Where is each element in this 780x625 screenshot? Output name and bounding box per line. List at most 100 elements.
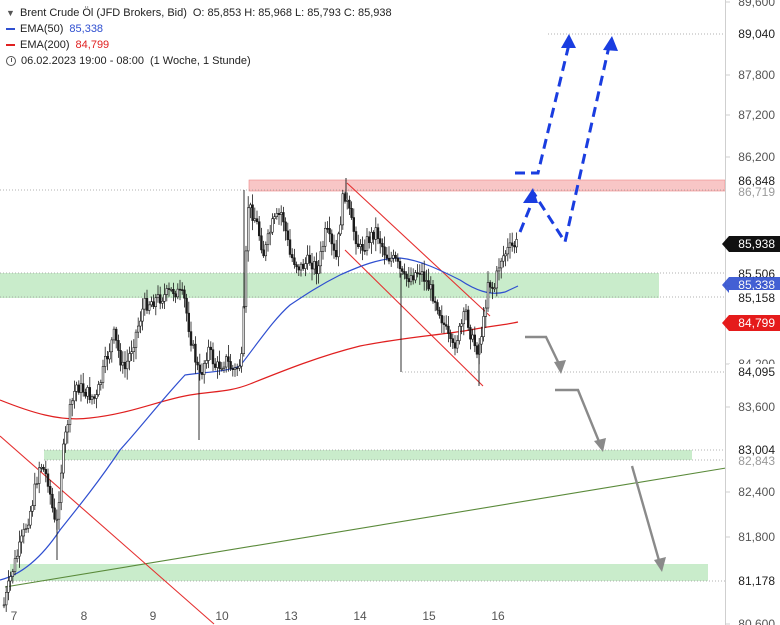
bearish-projection [525,335,662,565]
candle-bearish [229,361,232,369]
candle-bullish [486,282,490,309]
candle-bearish [447,325,450,334]
candle-bearish [262,249,265,257]
candle-bullish [148,304,151,311]
candle-bearish [44,469,48,475]
candle-bullish [414,272,417,281]
y-axis-ticks: 80,60081,80082,40083,60084,20085,20086,2… [725,0,775,625]
candle-bearish [183,289,186,299]
candle-bearish [403,271,406,275]
candle-bullish [480,336,483,345]
candle-bullish [112,328,116,341]
candle-bullish [460,323,463,327]
collapse-chevron-icon[interactable]: ▼ [6,8,15,18]
candle-bullish [244,250,248,307]
candle-bullish [462,311,465,325]
candle-bullish [317,265,320,274]
price-tag-label: 85,938 [738,237,775,251]
candle-bullish [493,287,496,290]
price-tag-label: 86,848 [738,174,775,188]
candle-bullish [420,271,424,275]
candle-bearish [288,239,292,255]
candle-bearish [93,396,96,399]
candle-bullish [101,366,105,383]
candle-bullish [499,260,503,269]
price-tag-label: 84,095 [738,365,775,379]
y-tick-label: 82,400 [738,485,775,499]
candle-bullish [275,213,278,217]
candle-bearish [115,328,118,341]
candle-bullish [242,306,245,354]
clock-icon [6,56,16,66]
candle-bullish [271,218,274,233]
candle-bullish [279,212,283,215]
candle-bullish [128,353,131,362]
candle-bearish [42,466,45,470]
candle-bearish [189,331,193,346]
candle-bullish [482,316,485,337]
y-tick-label: 86,200 [738,150,775,164]
y-tick-label: 83,600 [738,400,775,414]
price-tag: 83,004 [729,442,780,458]
legend-ema50-row[interactable]: EMA(50) 85,338 [6,21,392,37]
candle-bullish [506,247,509,255]
candle-bearish [350,207,353,218]
candle-bearish [491,286,494,289]
candle-bullish [497,267,501,272]
y-tick-label: 80,600 [738,617,775,625]
candle-bullish [7,580,10,593]
candlestick-series [2,178,518,612]
price-tag-label: 82,843 [738,454,775,468]
candle-bearish [352,217,355,232]
candle-bearish [433,300,437,303]
candle-bearish [367,236,371,243]
candle-bullish [207,346,210,361]
candle-bullish [31,505,34,512]
candle-bearish [418,273,421,275]
support-zone-lower [10,564,708,581]
candle-bearish [416,272,419,274]
candle-bearish [385,254,388,259]
candle-bullish [458,325,461,341]
candle-bearish [310,262,314,270]
price-tag-label: 84,799 [738,316,775,330]
ema50-swatch-icon [6,28,15,30]
candle-bearish [510,242,514,246]
candle-bullish [73,391,76,402]
price-tag-bg [729,173,780,189]
candle-bullish [484,307,487,317]
candle-bullish [90,396,94,400]
candle-bullish [161,300,164,304]
x-tick-label: 7 [11,609,18,623]
candle-bearish [277,213,281,215]
price-tag: 86,719 [738,185,775,199]
candle-bullish [132,347,135,353]
candle-bullish [24,528,28,530]
candle-bearish [255,218,259,223]
candle-bearish [257,221,261,237]
candle-bearish [214,363,217,368]
candle-bullish [247,207,250,252]
candle-bullish [337,233,340,258]
candle-bullish [99,382,103,385]
candle-bearish [488,282,492,288]
candle-bullish [409,275,413,283]
bullish-path-long [518,41,612,246]
candle-bearish [84,391,87,397]
candle-bullish [134,331,138,348]
candle-bearish [449,333,452,339]
candle-bearish [427,280,430,290]
candle-bearish [308,254,311,264]
candle-bearish [411,275,415,281]
candle-bearish [198,364,201,373]
legend-ema200-label: EMA(200) [20,39,70,51]
candle-bearish [451,338,454,343]
candle-bullish [40,466,43,469]
candle-bullish [370,231,373,243]
candle-bullish [238,365,241,369]
candle-bullish [5,592,8,606]
legend-ema50-label: EMA(50) [20,23,64,35]
legend-ema200-row[interactable]: EMA(200) 84,799 [6,37,392,53]
candle-bearish [394,254,397,259]
price-tag-label: 85,158 [738,291,775,305]
